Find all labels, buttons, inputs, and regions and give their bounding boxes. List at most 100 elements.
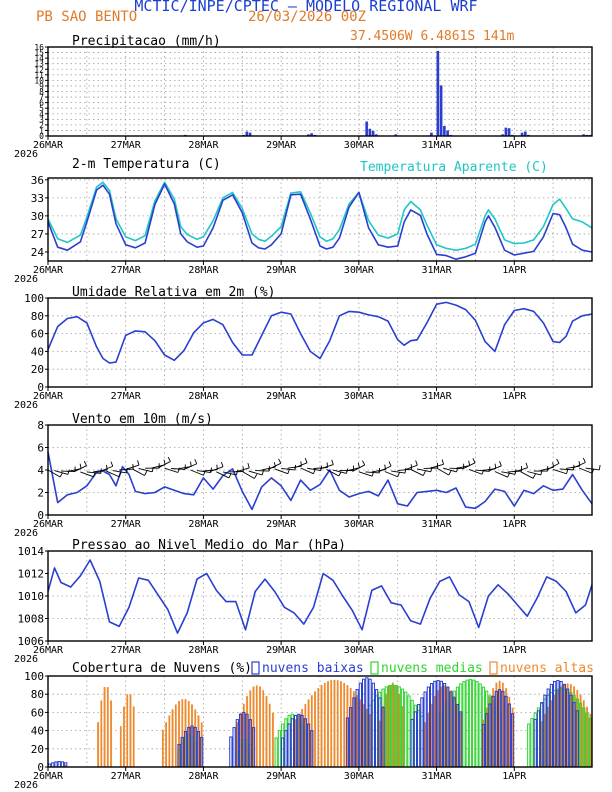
wind-barb-flag [468, 460, 471, 466]
wind-barb [209, 466, 224, 472]
y-tick-label: 6 [37, 442, 44, 455]
x-tick-label: 27MAR [111, 140, 142, 151]
wind-barb [319, 464, 334, 470]
x-tick-label: 28MAR [188, 391, 219, 402]
y-tick-label: 9 [39, 82, 44, 91]
cloud-bar-nuvens-altas [132, 706, 136, 768]
wind-barb [80, 471, 94, 478]
wind-barb-flag [110, 461, 114, 467]
cloud-bar-nuvens-altas [161, 729, 165, 768]
cloud-bar-nuvens-altas [103, 686, 106, 768]
cloud-bar-nuvens-altas [255, 684, 259, 768]
wind-barb-flag [397, 471, 401, 477]
wind-barb [47, 469, 61, 478]
x-tick-label: 30MAR [344, 645, 375, 656]
cloud-bar-nuvens-altas [323, 682, 327, 768]
wind-barb-flag [163, 459, 166, 465]
wind-barb [99, 465, 113, 472]
x-tick-label: 30MAR [344, 265, 375, 276]
y-tick-label: 10 [34, 76, 44, 85]
x-tick-label: 1APR [502, 391, 527, 402]
x-tick-label: 31MAR [422, 645, 453, 656]
wind-barb [281, 468, 296, 471]
x-tick-label: 29MAR [266, 391, 297, 402]
y-tick-label: 6 [39, 99, 44, 108]
x-tick-label: 31MAR [422, 391, 453, 402]
x-tick-label: 1APR [502, 265, 527, 276]
wind-barb [216, 471, 230, 479]
y-tick-label: 4 [37, 464, 44, 477]
wind-barb-flag [83, 460, 87, 466]
x-tick-label: 28MAR [188, 519, 219, 530]
panel-border [47, 675, 593, 768]
wind-barb [267, 462, 281, 470]
x-tick-label: 26MAR [33, 771, 64, 782]
legend-nuvens-altas: nuvens altas [500, 661, 594, 676]
panel-border [47, 46, 593, 137]
y-tick-label: 14 [34, 54, 44, 63]
run-date: 26/03/2026 00Z [248, 9, 367, 25]
cloud-bar-nuvens-altas [313, 690, 317, 768]
y-tick-label: 2 [37, 487, 44, 500]
cloud-bar-nuvens-altas [333, 679, 336, 768]
wind-barb-flag [404, 468, 407, 474]
wind-barb [462, 462, 476, 470]
panel-border [47, 297, 593, 388]
wind-barb-flag [254, 473, 258, 479]
precip-bar [501, 134, 504, 136]
panel-border [47, 424, 593, 516]
x-tick-label: 29MAR [266, 265, 297, 276]
wind-barb [196, 470, 211, 473]
cloud-bar-nuvens-altas [164, 721, 168, 768]
y-tick-label: 1 [39, 126, 44, 135]
y-tick-label: 30 [31, 210, 44, 223]
wind-barb-flag [194, 458, 198, 464]
precip-bar [245, 131, 249, 136]
wind-barb [73, 465, 87, 473]
wind-barb-flag [410, 464, 413, 470]
wind-barb [274, 468, 288, 475]
y-tick-label: 8 [39, 88, 44, 97]
x-year-label: 2026 [14, 400, 38, 411]
wind-barb [131, 468, 145, 476]
y-tick-label: 1006 [18, 635, 45, 648]
y-tick-label: 3 [39, 115, 44, 124]
wind-barb [164, 467, 179, 473]
wind-barb-flag [415, 460, 418, 466]
cloud-bar-nuvens-altas [109, 700, 113, 768]
x-tick-label: 29MAR [266, 519, 297, 530]
y-tick-label: 1008 [18, 613, 45, 626]
x-tick-label: 1APR [502, 771, 527, 782]
wind-barb [520, 471, 534, 479]
cloud-bar-nuvens-altas [100, 700, 103, 768]
cloud-bar-nuvens-altas [125, 693, 129, 768]
precip-bar [520, 132, 524, 136]
wind-barb-flag [59, 472, 64, 478]
precip-bar [394, 134, 398, 136]
panel-title: Vento em 10m (m/s) [72, 412, 213, 427]
wind-barb-flag [441, 459, 444, 465]
wind-barb [468, 469, 483, 475]
x-tick-label: 31MAR [422, 519, 453, 530]
cloud-bar-nuvens-altas [261, 689, 265, 768]
panel-2-background [48, 298, 592, 387]
x-tick-label: 26MAR [33, 519, 64, 530]
x-tick-label: 31MAR [422, 140, 453, 151]
wind-barb [183, 463, 197, 470]
wind-barb [261, 466, 276, 471]
precip-bar [310, 133, 313, 136]
cloud-bar-nuvens-altas [316, 687, 320, 768]
y-tick-label: 40 [31, 345, 44, 358]
x-year-label: 2026 [14, 274, 38, 285]
wind-barb-flag [525, 462, 529, 468]
wind-barb-flag [144, 470, 148, 476]
wind-barb-flag [388, 461, 392, 467]
wind-barb [553, 468, 567, 475]
cloud-bar-nuvens-altas [168, 714, 171, 768]
legend-swatch [370, 661, 379, 675]
y-tick-label: 13 [34, 60, 44, 69]
wind-barb-flag [67, 469, 70, 475]
cloud-bar-nuvens-altas [122, 706, 126, 768]
y-tick-label: 33 [31, 192, 44, 205]
wind-barb-flag [189, 461, 192, 467]
